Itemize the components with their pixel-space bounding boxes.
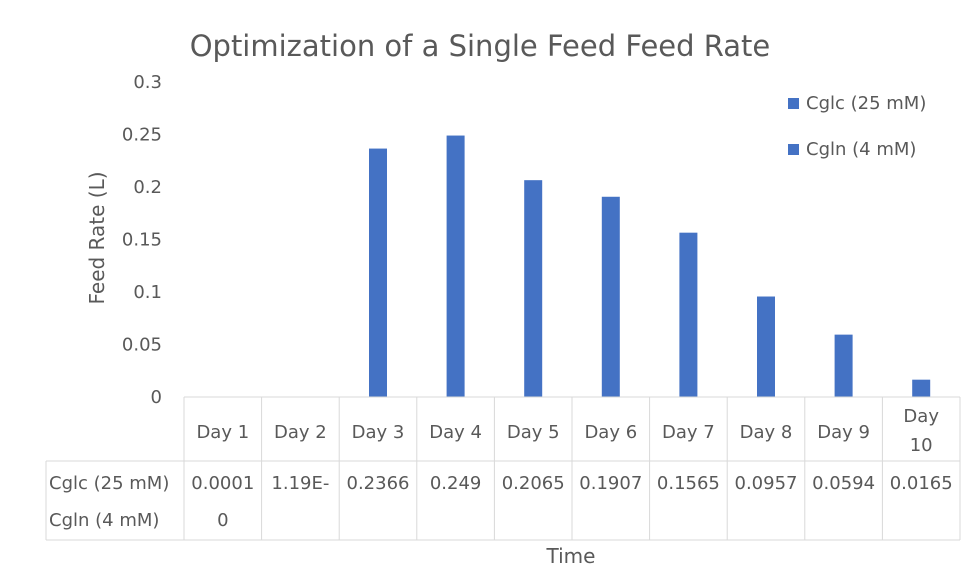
category-label: Day 4 [429, 422, 482, 443]
table-row-label: Cgln (4 mM) [49, 510, 159, 531]
category-label: Day 9 [817, 422, 870, 443]
category-label: Day 5 [507, 422, 560, 443]
category-label: Day 2 [274, 422, 327, 443]
bar-cglc-4 [446, 135, 465, 398]
table-cell: 0.249 [430, 473, 482, 494]
table-cell: 0.1565 [657, 473, 720, 494]
legend: Cglc (25 mM) Cgln (4 mM) [788, 93, 926, 160]
y-axis-label: Feed Rate (L) [85, 171, 109, 304]
table-cell: 0.0594 [812, 473, 875, 494]
bar-cglc-9 [834, 334, 853, 397]
category-label: Day 8 [740, 422, 793, 443]
table-cell: 0.0001 [191, 473, 254, 494]
y-tick-label: 0.15 [122, 230, 162, 251]
bar-cglc-5 [524, 180, 543, 397]
legend-label: Cgln (4 mM) [806, 139, 916, 160]
y-tick-label: 0.25 [122, 125, 162, 146]
bar-cglc-3 [369, 148, 387, 397]
category-label: Day 6 [584, 422, 637, 443]
table-cell: 0.2366 [347, 473, 410, 494]
bar-cglc-6 [601, 196, 620, 397]
table-cell: 0.2065 [502, 473, 565, 494]
legend-swatch [788, 98, 799, 109]
category-label: Day 7 [662, 422, 715, 443]
y-axis-ticks: 0.3 0.25 0.2 0.15 0.1 0.05 0 [122, 72, 162, 408]
legend-label: Cglc (25 mM) [806, 93, 926, 114]
x-axis-label: Time [546, 544, 596, 568]
table-cell: 0.0957 [735, 473, 798, 494]
bar-cglc-7 [679, 232, 698, 397]
y-tick-label: 0 [151, 387, 162, 408]
y-tick-label: 0.1 [133, 282, 162, 303]
table-row-label: Cglc (25 mM) [49, 473, 169, 494]
y-tick-label: 0.3 [133, 72, 162, 93]
bars [369, 135, 931, 398]
data-table: Day 1 Day 2 Day 3 Day 4 Day 5 Day 6 Day 7 Day 8… [45, 396, 961, 541]
y-tick-label: 0.05 [122, 335, 162, 356]
legend-swatch [788, 144, 799, 155]
table-cell: 1.19E- [271, 473, 329, 494]
category-label: Day 3 [352, 422, 405, 443]
table-cell: 0.0165 [890, 473, 953, 494]
table-cell: 0 [217, 510, 228, 531]
bar-cglc-8 [757, 296, 775, 397]
category-label: Day 1 [196, 422, 249, 443]
category-label: Day 10 [903, 406, 939, 456]
table-cell: 0.1907 [579, 473, 642, 494]
chart-title: Optimization of a Single Feed Feed Rate [190, 29, 771, 63]
bar-cglc-10 [912, 379, 931, 397]
y-tick-label: 0.2 [133, 177, 162, 198]
